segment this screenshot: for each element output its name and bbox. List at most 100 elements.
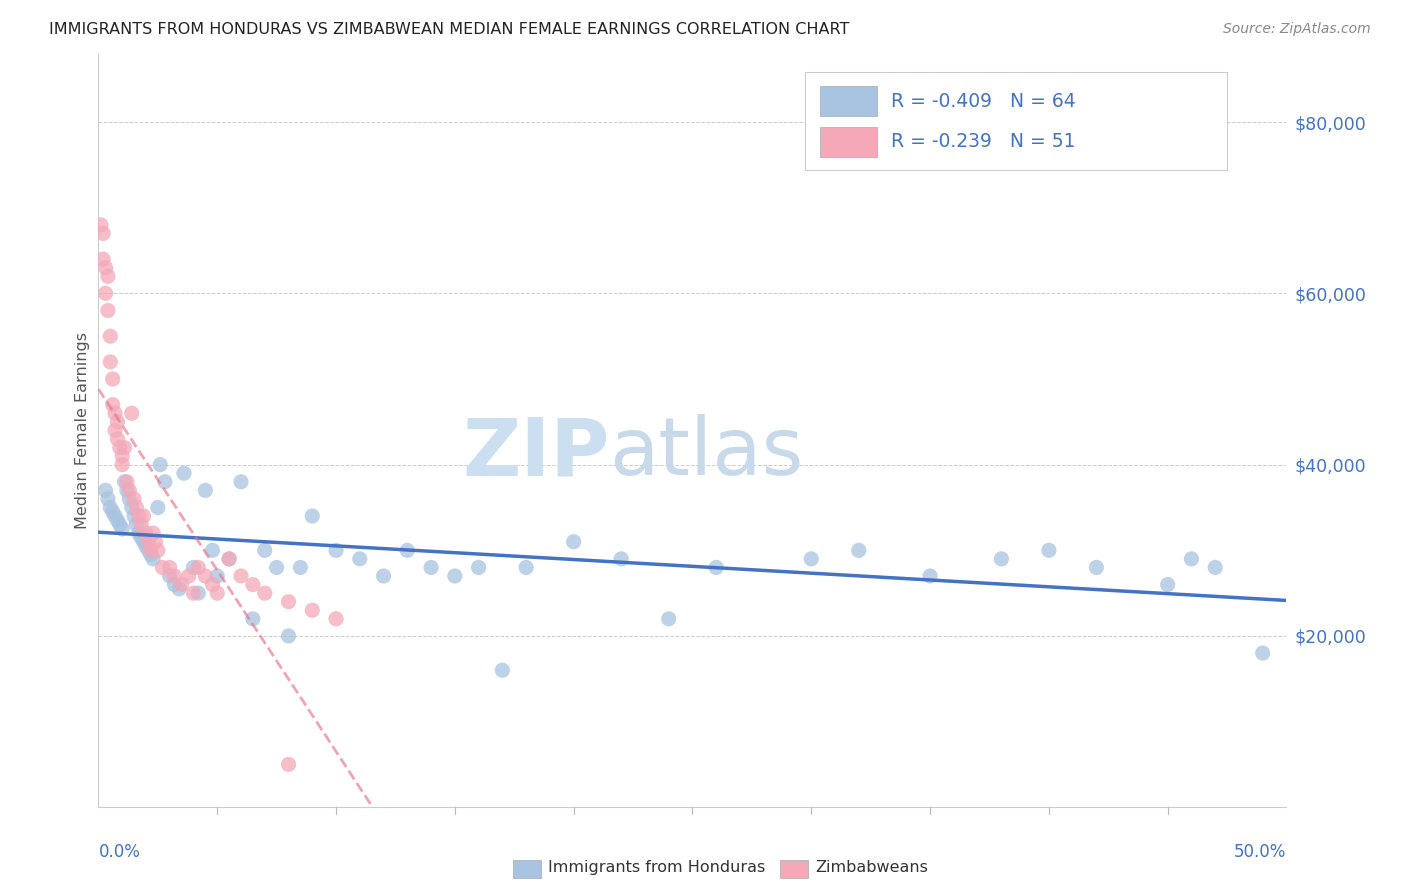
Point — [114, 441, 136, 455]
Point — [145, 534, 167, 549]
Point — [128, 526, 150, 541]
Point — [159, 569, 181, 583]
Point — [194, 483, 217, 498]
Point — [152, 560, 174, 574]
Point — [610, 552, 633, 566]
Point — [111, 458, 134, 472]
Point — [1038, 543, 1060, 558]
Text: 50.0%: 50.0% — [1234, 843, 1286, 861]
Point — [129, 531, 152, 545]
Point — [97, 303, 120, 318]
Point — [491, 663, 513, 677]
Point — [242, 577, 264, 591]
Point — [163, 577, 186, 591]
Point — [704, 560, 727, 574]
Point — [194, 569, 217, 583]
Point — [373, 569, 395, 583]
Point — [301, 603, 323, 617]
Point — [136, 534, 159, 549]
Point — [107, 432, 129, 446]
Point — [153, 475, 176, 489]
Point — [129, 517, 152, 532]
Point — [101, 398, 124, 412]
Point — [146, 500, 169, 515]
Point — [229, 569, 252, 583]
Point — [1204, 560, 1226, 574]
Point — [920, 569, 942, 583]
Point — [111, 522, 134, 536]
Point — [207, 586, 229, 600]
Point — [94, 260, 117, 275]
Point — [218, 552, 240, 566]
Point — [125, 517, 148, 532]
Point — [266, 560, 288, 574]
Point — [94, 286, 117, 301]
Point — [1251, 646, 1274, 660]
Point — [108, 441, 131, 455]
Point — [201, 577, 224, 591]
Point — [104, 406, 127, 420]
Point — [325, 543, 347, 558]
Y-axis label: Median Female Earnings: Median Female Earnings — [75, 332, 90, 529]
Point — [136, 543, 159, 558]
Point — [187, 586, 209, 600]
Point — [325, 612, 347, 626]
Point — [515, 560, 537, 574]
Point — [349, 552, 371, 566]
Point — [301, 509, 323, 524]
Point — [132, 509, 155, 524]
Point — [91, 252, 114, 266]
Point — [467, 560, 489, 574]
Point — [848, 543, 870, 558]
Point — [146, 543, 169, 558]
Point — [149, 458, 172, 472]
Point — [90, 218, 112, 232]
Point — [107, 415, 129, 429]
Point — [118, 491, 141, 506]
Point — [101, 372, 124, 386]
Point — [111, 449, 134, 463]
Point — [163, 569, 186, 583]
Point — [658, 612, 681, 626]
Point — [800, 552, 823, 566]
Point — [290, 560, 312, 574]
Point — [990, 552, 1012, 566]
Point — [142, 526, 165, 541]
Point — [142, 552, 165, 566]
Point — [1085, 560, 1108, 574]
Point — [277, 595, 299, 609]
Point — [170, 577, 193, 591]
Point — [122, 491, 145, 506]
Point — [229, 475, 252, 489]
Point — [444, 569, 467, 583]
Point — [135, 526, 157, 541]
Text: Source: ZipAtlas.com: Source: ZipAtlas.com — [1223, 22, 1371, 37]
Point — [277, 757, 299, 772]
Point — [183, 586, 205, 600]
Point — [183, 560, 205, 574]
Point — [1180, 552, 1202, 566]
Point — [159, 560, 181, 574]
Point — [121, 500, 143, 515]
Point — [253, 543, 276, 558]
Point — [118, 483, 141, 498]
Point — [91, 227, 114, 241]
Point — [187, 560, 209, 574]
Point — [114, 475, 136, 489]
Point — [201, 543, 224, 558]
Text: atlas: atlas — [609, 414, 804, 492]
Text: R = -0.239   N = 51: R = -0.239 N = 51 — [891, 132, 1076, 152]
Point — [253, 586, 276, 600]
Point — [128, 509, 150, 524]
Point — [97, 269, 120, 284]
Bar — [820, 127, 876, 157]
Point — [122, 509, 145, 524]
Point — [94, 483, 117, 498]
Point — [135, 539, 157, 553]
Point — [104, 509, 127, 524]
Point — [101, 505, 124, 519]
Point — [98, 329, 121, 343]
Point — [132, 534, 155, 549]
Point — [139, 548, 162, 562]
Point — [420, 560, 443, 574]
